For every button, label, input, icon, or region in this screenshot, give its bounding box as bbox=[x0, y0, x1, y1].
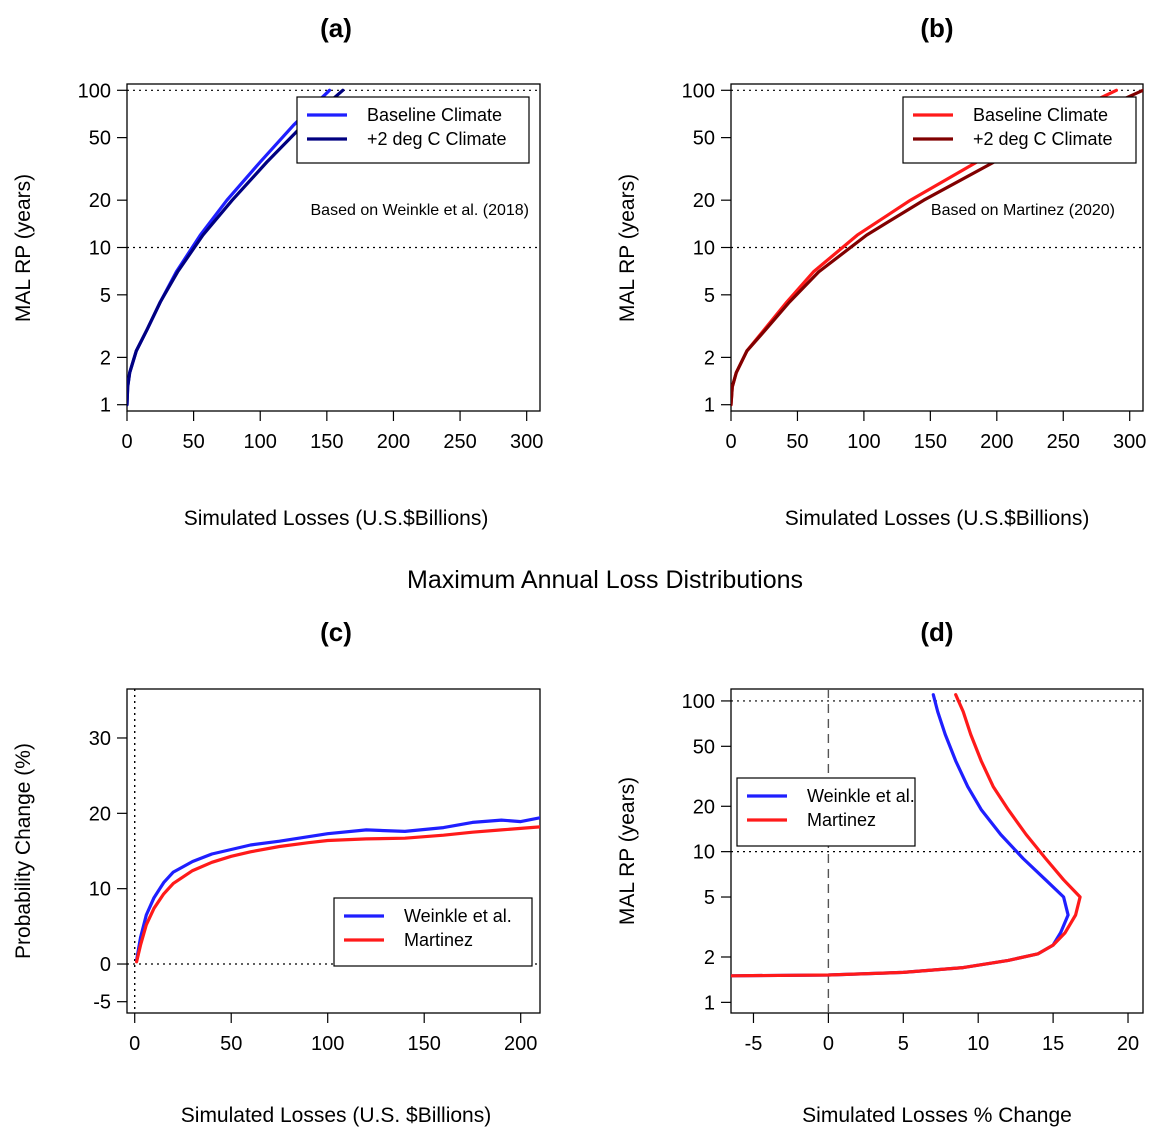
panel-c-y-tick-label-0: -5 bbox=[93, 992, 111, 1014]
panel-b-x-tick-label-6: 300 bbox=[1113, 431, 1146, 453]
panel-d-legend-box bbox=[736, 777, 916, 847]
panel-d-x-tick-label-0: -5 bbox=[745, 1033, 763, 1055]
panel-b-y-tick-label-1: 2 bbox=[704, 347, 715, 369]
panel-a-y-tick-label-3: 10 bbox=[89, 238, 111, 260]
panel-a-x-tick-label-4: 200 bbox=[377, 431, 410, 453]
panel-d-y-tick-label-3: 10 bbox=[693, 842, 715, 864]
panel-b-title: (b) bbox=[920, 13, 953, 43]
panel-d-x-tick-label-4: 15 bbox=[1042, 1033, 1064, 1055]
panel-b-y-tick-label-0: 1 bbox=[704, 395, 715, 417]
panel-a-x-tick-label-5: 250 bbox=[443, 431, 476, 453]
panel-a-x-tick-label-1: 50 bbox=[182, 431, 204, 453]
panel-a-y-tick-label-0: 1 bbox=[100, 395, 111, 417]
panel-c-legend-label-1: Weinkle et al. bbox=[404, 906, 512, 926]
panel-c-y-tick-label-3: 20 bbox=[89, 803, 111, 825]
panel-b-x-tick-label-3: 150 bbox=[914, 431, 947, 453]
panel-d-y-tick-label-4: 20 bbox=[693, 796, 715, 818]
panel-b-y-tick-label-6: 100 bbox=[682, 80, 715, 102]
panel-c-y-axis-label: Probability Change (%) bbox=[12, 743, 35, 959]
panel-d-series-line-2 bbox=[731, 693, 1082, 978]
panel-c-series-line-1 bbox=[135, 816, 540, 962]
panel-a-y-tick-label-2: 5 bbox=[100, 285, 111, 307]
panel-d-y-tick-label-6: 100 bbox=[682, 691, 715, 713]
panel-c-x-tick-label-1: 50 bbox=[220, 1033, 242, 1055]
panel-b-y-tick-label-4: 20 bbox=[693, 190, 715, 212]
panel-b-x-axis-label: Simulated Losses (U.S.$Billions) bbox=[785, 507, 1090, 530]
panel-b-x-tick-label-0: 0 bbox=[725, 431, 736, 453]
panel-d-x-tick-label-5: 20 bbox=[1117, 1033, 1139, 1055]
panel-c-y-tick-label-1: 0 bbox=[100, 954, 111, 976]
panel-b-x-tick-label-1: 50 bbox=[786, 431, 808, 453]
panel-b-legend-label-2: +2 deg C Climate bbox=[973, 129, 1113, 149]
panel-c-y-tick-label-4: 30 bbox=[89, 728, 111, 750]
panel-d-x-axis-label: Simulated Losses % Change bbox=[802, 1104, 1072, 1127]
panel-d-x-tick-label-3: 10 bbox=[967, 1033, 989, 1055]
panel-c-legend-box bbox=[333, 897, 533, 967]
panel-d-legend-label-2: Martinez bbox=[807, 810, 876, 830]
panel-b-y-tick-label-3: 10 bbox=[693, 238, 715, 260]
panel-b-y-axis-label: MAL RP (years) bbox=[616, 174, 639, 322]
panel-d-y-tick-label-2: 5 bbox=[704, 887, 715, 909]
panel-c-x-tick-label-3: 150 bbox=[408, 1033, 441, 1055]
panel-c-y-tick-label-2: 10 bbox=[89, 879, 111, 901]
panel-a-y-axis-label: MAL RP (years) bbox=[12, 174, 35, 322]
panel-c-legend-label-2: Martinez bbox=[404, 930, 473, 950]
panel-a-annotation: Based on Weinkle et al. (2018) bbox=[311, 202, 530, 219]
panel-d-y-tick-label-1: 2 bbox=[704, 947, 715, 969]
panel-b-y-tick-label-2: 5 bbox=[704, 285, 715, 307]
panel-b-x-tick-label-5: 250 bbox=[1047, 431, 1080, 453]
panel-d-y-tick-label-0: 1 bbox=[704, 992, 715, 1014]
panel-b-x-tick-label-2: 100 bbox=[847, 431, 880, 453]
panel-b-y-tick-label-5: 50 bbox=[693, 128, 715, 150]
panel-d-x-tick-label-1: 0 bbox=[823, 1033, 834, 1055]
panel-a-title: (a) bbox=[320, 13, 352, 43]
panel-d-plot-frame bbox=[730, 688, 1144, 1014]
panel-c-x-axis-label: Simulated Losses (U.S. $Billions) bbox=[181, 1104, 491, 1127]
panel-c-plot-frame bbox=[126, 688, 541, 1014]
panel-d-x-tick-label-2: 5 bbox=[898, 1033, 909, 1055]
panel-a-legend-label-2: +2 deg C Climate bbox=[367, 129, 507, 149]
panel-a-y-tick-label-4: 20 bbox=[89, 190, 111, 212]
panel-a-x-tick-label-0: 0 bbox=[121, 431, 132, 453]
panel-c-x-tick-label-0: 0 bbox=[129, 1033, 140, 1055]
panel-d-title: (d) bbox=[920, 617, 953, 647]
panel-a-y-tick-label-5: 50 bbox=[89, 128, 111, 150]
panel-a-legend-box bbox=[296, 96, 530, 164]
panel-d-legend-label-1: Weinkle et al. bbox=[807, 786, 915, 806]
section-title: Maximum Annual Loss Distributions bbox=[407, 566, 803, 594]
panel-c-x-tick-label-2: 100 bbox=[311, 1033, 344, 1055]
panel-a-x-tick-label-6: 300 bbox=[510, 431, 543, 453]
panel-b-annotation: Based on Martinez (2020) bbox=[931, 202, 1115, 219]
panel-b-legend-label-1: Baseline Climate bbox=[973, 105, 1108, 125]
panel-c-x-tick-label-4: 200 bbox=[504, 1033, 537, 1055]
panel-a-series-line-2 bbox=[127, 88, 345, 407]
panel-a-x-tick-label-3: 150 bbox=[310, 431, 343, 453]
panel-d-y-axis-label: MAL RP (years) bbox=[616, 777, 639, 925]
panel-a-legend-label-1: Baseline Climate bbox=[367, 105, 502, 125]
panel-d-y-tick-label-5: 50 bbox=[693, 736, 715, 758]
panel-c-series-line-2 bbox=[135, 825, 540, 964]
panel-a-y-tick-label-1: 2 bbox=[100, 347, 111, 369]
panel-a-y-tick-label-6: 100 bbox=[78, 80, 111, 102]
panel-a-x-axis-label: Simulated Losses (U.S.$Billions) bbox=[184, 507, 489, 530]
panel-b-legend-box bbox=[902, 96, 1137, 164]
panel-c-title: (c) bbox=[320, 617, 352, 647]
panel-b-x-tick-label-4: 200 bbox=[980, 431, 1013, 453]
panel-a-x-tick-label-2: 100 bbox=[244, 431, 277, 453]
